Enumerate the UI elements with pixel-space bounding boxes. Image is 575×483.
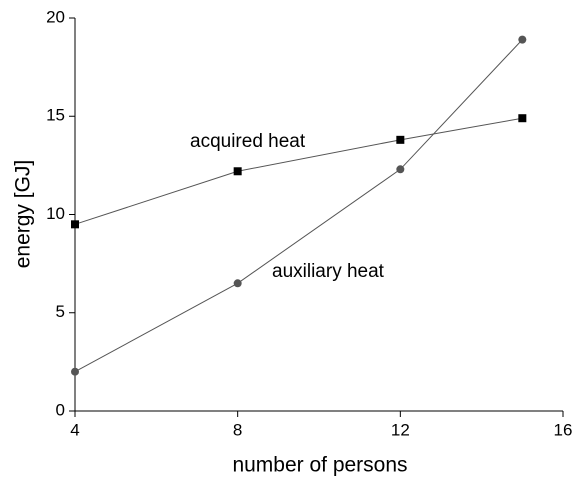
series-line — [74, 39, 523, 373]
marker — [396, 165, 405, 174]
x-tick-label: 8 — [233, 420, 242, 439]
marker — [71, 220, 79, 229]
y-tick-label: 0 — [56, 400, 65, 419]
marker — [518, 114, 527, 123]
series-line — [74, 117, 523, 225]
marker — [71, 367, 79, 376]
y-axis-label: energy [GJ] — [12, 160, 35, 269]
x-tick-label: 12 — [391, 420, 410, 439]
y-tick-label: 10 — [46, 204, 65, 223]
series-label: acquired heat — [190, 131, 306, 152]
y-tick-label: 5 — [56, 302, 65, 321]
series-label: auxiliary heat — [272, 261, 385, 282]
x-tick-label: 4 — [70, 420, 79, 439]
marker — [233, 279, 242, 288]
marker — [233, 167, 242, 176]
marker — [396, 135, 405, 144]
y-tick-label: 20 — [46, 7, 65, 26]
x-tick-label: 16 — [554, 420, 573, 439]
marker — [518, 35, 527, 44]
y-tick-label: 15 — [46, 106, 65, 125]
x-axis-label: number of persons — [232, 454, 407, 477]
